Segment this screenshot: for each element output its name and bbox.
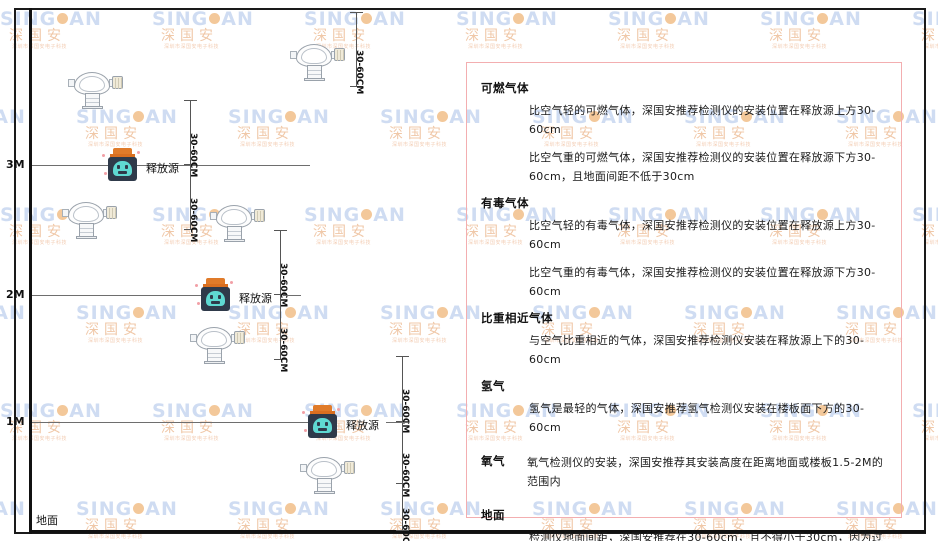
level-line-3m (32, 165, 310, 166)
panel-section: 氢气氢气是最轻的气体，深国安推荐氢气检测仪安装在楼板面下方的30-60cm (481, 378, 887, 437)
gas-detector-icon (190, 325, 246, 365)
panel-paragraph: 比空气轻的可燃气体，深国安推荐检测仪的安装位置在释放源上方30-60cm (529, 104, 876, 136)
gas-detector-icon (62, 200, 118, 240)
panel-paragraph: 检测仪地面间距，深国安推荐在30-60cm，且不得小于30cm，因为过低容易水溅… (529, 531, 883, 541)
dimension-label: 30-60CM (400, 507, 410, 541)
lead-line (386, 422, 408, 423)
level-label-3m: 3M (6, 158, 25, 171)
gas-detector-icon (290, 42, 346, 82)
level-label-1m: 1M (6, 415, 25, 428)
ground-baseline (29, 530, 926, 533)
panel-paragraph: 与空气比重相近的气体，深国安推荐检测仪安装在释放源上下的30-60cm (529, 334, 865, 366)
release-source-label: 释放源 (346, 419, 379, 432)
panel-section: 氧气 氧气检测仪的安装，深国安推荐其安装高度在距离地面或楼板1.5-2M的范围内 (481, 446, 887, 500)
panel-section-title: 地面 (481, 508, 505, 522)
dimension-label: 30-60CM (188, 197, 198, 242)
panel-paragraph: 比空气重的有毒气体，深国安推荐检测仪的安装位置在释放源下方30-60cm (529, 266, 876, 298)
level-label-2m: 2M (6, 288, 25, 301)
dimension-label: 30-60CM (278, 327, 288, 372)
gas-detector-icon (68, 70, 124, 110)
gas-detector-icon (300, 455, 356, 495)
gas-detector-icon (210, 203, 266, 243)
level-line-2m (32, 295, 202, 296)
panel-paragraph: 比空气重的可燃气体，深国安推荐检测仪的安装位置在释放源下方30-60cm，且地面… (529, 151, 876, 183)
release-source-label: 释放源 (239, 292, 272, 305)
release-source-label: 释放源 (146, 162, 179, 175)
release-source-icon (102, 148, 140, 182)
diagram-frame (14, 8, 926, 534)
panel-section: 地面检测仪地面间距，深国安推荐在30-60cm，且不得小于30cm，因为过低容易… (481, 507, 887, 541)
panel-section: 可燃气体 比空气轻的可燃气体，深国安推荐检测仪的安装位置在释放源上方30-60cm… (481, 80, 887, 186)
panel-section-title: 氢气 (481, 379, 505, 393)
dimension-label: 30-60CM (354, 49, 364, 94)
panel-section: 有毒气体 比空气轻的有毒气体，深国安推荐检测仪的安装位置在释放源上方30-60cm… (481, 195, 887, 301)
panel-section-title: 氧气 (481, 454, 505, 468)
guidance-panel: 可燃气体 比空气轻的可燃气体，深国安推荐检测仪的安装位置在释放源上方30-60cm… (466, 62, 902, 541)
release-source-icon (195, 278, 233, 312)
ground-label: 地面 (36, 514, 58, 527)
vertical-axis (29, 8, 32, 534)
panel-paragraph: 氧气检测仪的安装，深国安推荐其安装高度在距离地面或楼板1.5-2M的范围内 (527, 456, 884, 488)
panel-section-title: 可燃气体 (481, 81, 529, 95)
panel-paragraph: 比空气轻的有毒气体，深国安推荐检测仪的安装位置在释放源上方30-60cm (529, 219, 876, 251)
panel-paragraph: 氢气是最轻的气体，深国安推荐氢气检测仪安装在楼板面下方的30-60cm (529, 402, 865, 434)
release-source-icon (302, 405, 340, 439)
lead-line (283, 295, 301, 296)
panel-section-title: 有毒气体 (481, 196, 529, 210)
level-line-1m (32, 422, 310, 423)
panel-section: 比重相近气体与空气比重相近的气体，深国安推荐检测仪安装在释放源上下的30-60c… (481, 310, 887, 369)
panel-section-title: 比重相近气体 (481, 311, 553, 325)
